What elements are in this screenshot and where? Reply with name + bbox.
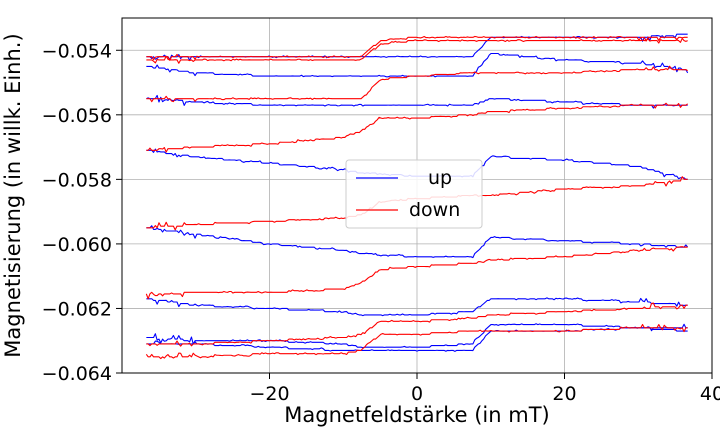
- series-line-up: [146, 323, 688, 349]
- series-line-down: [146, 65, 688, 103]
- y-tick-label: −0.054: [42, 40, 112, 62]
- y-tick-label: −0.060: [42, 234, 112, 256]
- y-tick-label: −0.058: [42, 169, 112, 191]
- series-line-down: [146, 102, 688, 153]
- axis-ticks: −20 0 20 40 −0.064 −0.062 −0.060 −0.058 −0.056 −0…: [42, 40, 720, 405]
- y-axis-label: Magnetisierung (in willk. Einh.): [1, 33, 25, 357]
- y-tick-label: −0.064: [42, 363, 112, 385]
- series-lines: [145, 33, 689, 360]
- series-line-down: [145, 246, 688, 300]
- series-line-up: [146, 94, 688, 109]
- y-tick-label: −0.062: [42, 298, 112, 320]
- x-tick-label: 0: [411, 383, 423, 405]
- series-line-down: [146, 35, 688, 61]
- y-tick-label: −0.056: [42, 105, 112, 127]
- series-line-down: [145, 323, 688, 360]
- legend-box: [345, 159, 483, 229]
- x-tick-label: 40: [700, 383, 720, 405]
- series-line-up: [146, 297, 688, 317]
- legend-label-up: up: [428, 167, 452, 189]
- legend-label-down: down: [409, 199, 460, 221]
- series-line-up: [146, 225, 689, 259]
- x-tick-label: −20: [249, 383, 289, 405]
- legend: up down: [345, 159, 483, 229]
- x-axis-label: Magnetfeldstärke (in mT): [284, 403, 549, 427]
- series-line-down: [146, 302, 688, 347]
- x-tick-label: 20: [552, 383, 576, 405]
- series-line-down: [146, 37, 688, 64]
